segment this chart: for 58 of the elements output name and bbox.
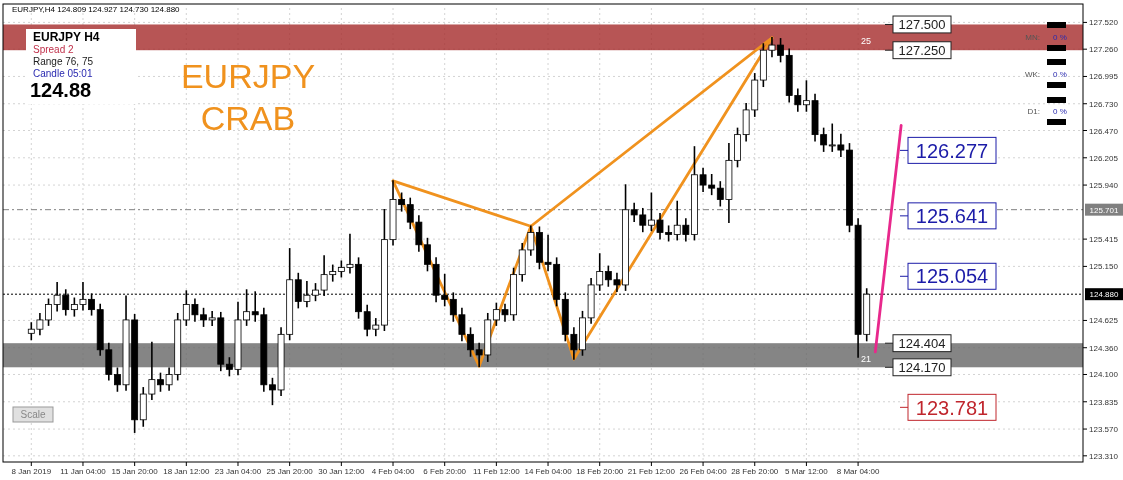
annotation: EURJPY,H4 124.809 124.927 124.730 124.880 (12, 5, 181, 14)
ref-line-label: 125.701 (1089, 205, 1120, 215)
annotation: WK: (1024, 70, 1040, 79)
ref-line-label: 127.250 (898, 42, 946, 58)
band-label: 25 (860, 36, 872, 47)
annotation: Scale (20, 409, 46, 420)
y-tick-label: 123.310 (1089, 451, 1119, 461)
y-tick-label: 123.835 (1089, 397, 1119, 407)
x-tick-label: 11 Feb 12:00 (473, 467, 521, 476)
y-tick-label: 126.205 (1089, 153, 1119, 163)
annotation: Range 76, 75 (33, 56, 94, 67)
annotation: EURJPY H4 (33, 30, 100, 44)
x-tick-label: 14 Feb 04:00 (524, 467, 573, 476)
y-tick-label: 126.730 (1089, 99, 1119, 109)
y-tick-label: 125.415 (1089, 235, 1119, 245)
y-tick-label: 124.360 (1089, 343, 1119, 353)
annotation: 0 % (1053, 33, 1067, 42)
band-label: 21 (860, 354, 872, 365)
x-tick-label: 18 Feb 20:00 (576, 467, 624, 476)
x-tick-label: 8 Mar 04:00 (836, 467, 880, 476)
x-tick-label: 28 Feb 20:00 (731, 467, 779, 476)
x-tick-label: 21 Feb 12:00 (627, 467, 676, 476)
x-tick-label: 26 Feb 04:00 (679, 467, 728, 476)
y-tick-label: 127.520 (1089, 18, 1119, 28)
annotation: D1: (1027, 107, 1040, 116)
x-tick-label: 18 Jan 12:00 (163, 467, 210, 476)
y-tick-label: 124.625 (1089, 316, 1119, 326)
ref-line-label: 127.500 (898, 17, 946, 33)
x-tick-label: 5 Mar 12:00 (785, 467, 829, 476)
annotation: Spread 2 (33, 44, 75, 55)
y-tick-label: 126.470 (1089, 126, 1119, 136)
ref-line-label: 125.054 (915, 265, 989, 288)
ref-line-label: 124.170 (898, 359, 946, 375)
annotation: 124.88 (30, 79, 92, 101)
y-tick-label: 123.570 (1089, 425, 1119, 435)
annotation: MN: (1025, 33, 1040, 42)
x-tick-label: 25 Jan 20:00 (266, 467, 314, 476)
x-tick-label: 30 Jan 12:00 (318, 467, 366, 476)
y-tick-label: 127.260 (1089, 45, 1119, 55)
ref-line-label: 126.277 (915, 139, 989, 162)
text: EURJPY CRAB (180, 57, 316, 137)
annotation: Candle 05:01 (33, 68, 93, 79)
x-tick-label: 4 Feb 04:00 (371, 467, 415, 476)
ref-line-label: 125.641 (915, 205, 989, 228)
ref-line-label: 124.404 (898, 335, 946, 351)
y-tick-label: 126.995 (1089, 72, 1119, 82)
y-tick-label: 125.940 (1089, 181, 1119, 191)
ref-line-label: 124.880 (1089, 290, 1120, 300)
x-tick-label: 8 Jan 2019 (11, 467, 52, 476)
annotation: 0 % (1053, 107, 1067, 116)
y-tick-label: 125.150 (1089, 262, 1119, 272)
x-tick-label: 23 Jan 04:00 (214, 467, 262, 476)
ref-line-label: 123.781 (915, 396, 989, 419)
annotation: 0 % (1053, 70, 1067, 79)
x-tick-label: 6 Feb 20:00 (423, 467, 467, 476)
y-tick-label: 124.100 (1089, 370, 1119, 380)
x-tick-label: 11 Jan 04:00 (60, 467, 107, 476)
x-tick-label: 15 Jan 20:00 (111, 467, 159, 476)
